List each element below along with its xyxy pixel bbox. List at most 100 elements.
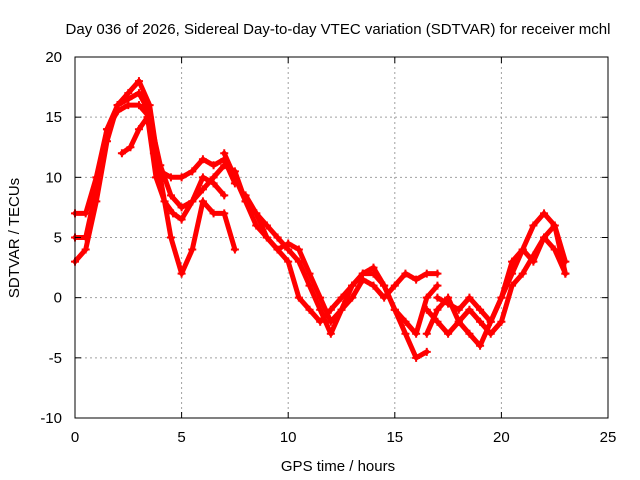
data-point-marker <box>198 197 207 206</box>
data-point-marker <box>348 293 357 302</box>
data-point-marker <box>529 251 538 260</box>
data-point-marker <box>486 329 495 338</box>
axis-ticks: 0 5 10 15 20 25 -10 -5 0 5 10 15 20 <box>40 49 616 446</box>
data-point-marker <box>209 173 218 182</box>
data-point-marker <box>156 161 165 170</box>
data-point-marker <box>454 305 463 314</box>
data-point-marker <box>230 245 239 254</box>
data-point-marker <box>262 233 271 242</box>
data-point-marker <box>412 329 421 338</box>
data-point-marker <box>433 269 442 278</box>
data-point-marker <box>177 215 186 224</box>
data-point-marker <box>518 269 527 278</box>
data-point-marker <box>369 281 378 290</box>
data-point-marker <box>348 281 357 290</box>
data-point-marker <box>169 209 178 218</box>
data-point-marker <box>550 245 559 254</box>
data-point-marker <box>540 233 549 242</box>
data-point-marker <box>134 101 143 110</box>
data-point-marker <box>550 221 559 230</box>
data-point-marker <box>401 329 410 338</box>
data-point-marker <box>518 245 527 254</box>
data-point-marker <box>160 197 169 206</box>
data-point-marker <box>390 305 399 314</box>
data-point-marker <box>540 209 549 218</box>
data-point-marker <box>294 293 303 302</box>
data-point-marker <box>134 89 143 98</box>
x-tick-label: 25 <box>600 429 617 446</box>
data-point-marker <box>188 245 197 254</box>
x-tick-label: 20 <box>493 429 510 446</box>
data-point-marker <box>124 101 133 110</box>
data-point-marker <box>326 329 335 338</box>
data-point-marker <box>476 341 485 350</box>
data-point-marker <box>209 161 218 170</box>
data-point-marker <box>369 263 378 272</box>
data-point-marker <box>422 269 431 278</box>
y-tick-label: 0 <box>54 290 62 307</box>
data-point-marker <box>305 281 314 290</box>
data-point-marker <box>412 275 421 284</box>
data-point-marker <box>561 269 570 278</box>
data-point-marker <box>294 245 303 254</box>
data-point-marker <box>177 203 186 212</box>
data-point-marker <box>465 329 474 338</box>
data-point-marker <box>113 107 122 116</box>
data-point-marker <box>220 149 229 158</box>
data-point-marker <box>177 173 186 182</box>
data-point-marker <box>497 317 506 326</box>
data-point-marker <box>273 233 282 242</box>
data-point-marker <box>316 305 325 314</box>
data-point-marker <box>422 305 431 314</box>
y-axis-label: SDTVAR / TECUs <box>6 178 23 298</box>
series-group <box>71 77 570 362</box>
x-tick-label: 15 <box>386 429 403 446</box>
data-point-marker <box>117 149 126 158</box>
data-point-marker <box>198 185 207 194</box>
series-line-trace-8 <box>424 235 568 337</box>
data-point-marker <box>401 269 410 278</box>
data-point-marker <box>241 191 250 200</box>
data-point-marker <box>508 269 517 278</box>
data-point-marker <box>177 269 186 278</box>
data-point-marker <box>337 305 346 314</box>
data-point-marker <box>230 173 239 182</box>
data-point-marker <box>252 209 261 218</box>
y-tick-label: 10 <box>45 169 62 186</box>
data-point-marker <box>92 173 101 182</box>
data-point-marker <box>476 317 485 326</box>
data-point-marker <box>433 317 442 326</box>
data-point-marker <box>188 197 197 206</box>
data-point-marker <box>284 245 293 254</box>
data-point-marker <box>198 173 207 182</box>
data-point-marker <box>166 191 175 200</box>
data-point-marker <box>358 275 367 284</box>
data-point-marker <box>220 209 229 218</box>
data-point-marker <box>412 353 421 362</box>
data-point-marker <box>220 191 229 200</box>
data-point-marker <box>143 113 152 122</box>
y-tick-label: -5 <box>49 350 62 367</box>
data-point-marker <box>188 167 197 176</box>
x-tick-label: 0 <box>71 429 79 446</box>
data-point-marker <box>273 245 282 254</box>
data-point-marker <box>134 77 143 86</box>
data-point-marker <box>294 257 303 266</box>
data-point-marker <box>422 347 431 356</box>
data-point-marker <box>497 293 506 302</box>
data-point-marker <box>433 305 442 314</box>
x-tick-label: 10 <box>280 429 297 446</box>
data-point-marker <box>166 233 175 242</box>
data-point-marker <box>102 125 111 134</box>
data-point-marker <box>390 281 399 290</box>
data-point-marker <box>529 221 538 230</box>
data-point-marker <box>380 281 389 290</box>
y-tick-label: 15 <box>45 109 62 126</box>
x-tick-label: 5 <box>177 429 185 446</box>
data-point-marker <box>198 155 207 164</box>
data-point-marker <box>134 125 143 134</box>
data-point-marker <box>422 293 431 302</box>
data-point-marker <box>433 293 442 302</box>
data-point-marker <box>444 329 453 338</box>
